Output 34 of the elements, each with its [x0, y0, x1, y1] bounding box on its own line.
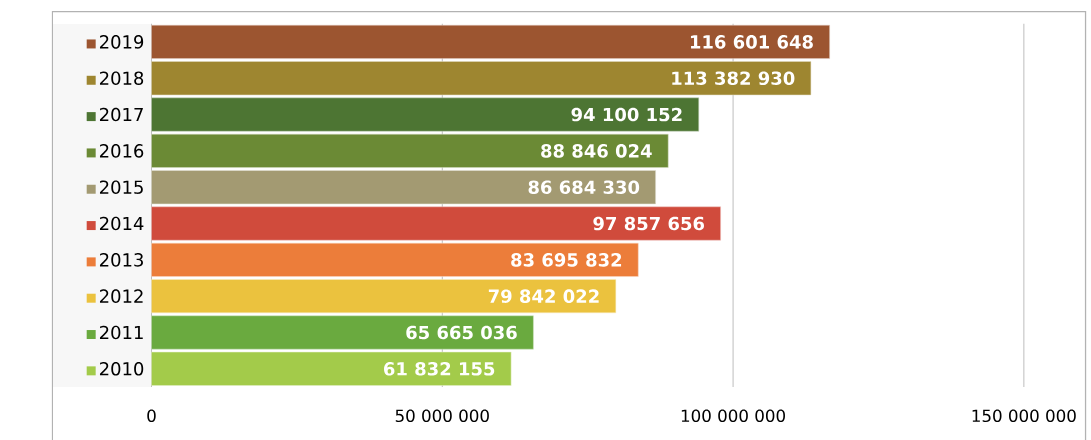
x-tick-label: 0	[147, 409, 156, 423]
data-label: 79 842 022	[488, 289, 599, 304]
y-tick-label: 2014	[99, 216, 144, 231]
bar	[151, 206, 721, 241]
bar	[151, 242, 639, 277]
data-label: 88 846 024	[541, 144, 652, 158]
data-label: 83 695 832	[511, 253, 622, 267]
bar	[151, 24, 830, 59]
data-label: 94 100 152	[571, 107, 682, 122]
y-tick-label: 2018	[99, 71, 144, 86]
y-tick-label: 2015	[99, 180, 143, 195]
y-tick-label: 2011	[99, 325, 143, 340]
x-tick-label: 50 000 000	[395, 409, 489, 423]
y-tick-label: 2016	[99, 144, 144, 158]
data-label: 113 382 930	[672, 71, 795, 86]
bar	[151, 351, 512, 386]
bar	[151, 279, 617, 314]
data-label: 61 832 155	[384, 362, 495, 376]
data-label: 97 857 656	[593, 216, 705, 231]
bar	[151, 170, 656, 205]
bar	[151, 315, 534, 350]
x-tick-label: 150 000 000	[972, 409, 1076, 423]
bar	[151, 61, 812, 96]
data-label: 65 665 036	[406, 325, 517, 340]
data-label: 116 601 648	[690, 35, 813, 49]
y-tick-label: 2012	[99, 289, 143, 304]
y-tick-label: 2017	[99, 107, 143, 122]
y-tick-label: 2019	[99, 35, 144, 49]
data-label: 86 684 330	[528, 180, 640, 195]
y-tick-label: 2010	[99, 362, 144, 376]
y-tick-label: 2013	[99, 253, 143, 267]
bar	[151, 97, 700, 132]
x-tick-label: 100 000 000	[681, 409, 785, 423]
bar	[151, 133, 669, 168]
